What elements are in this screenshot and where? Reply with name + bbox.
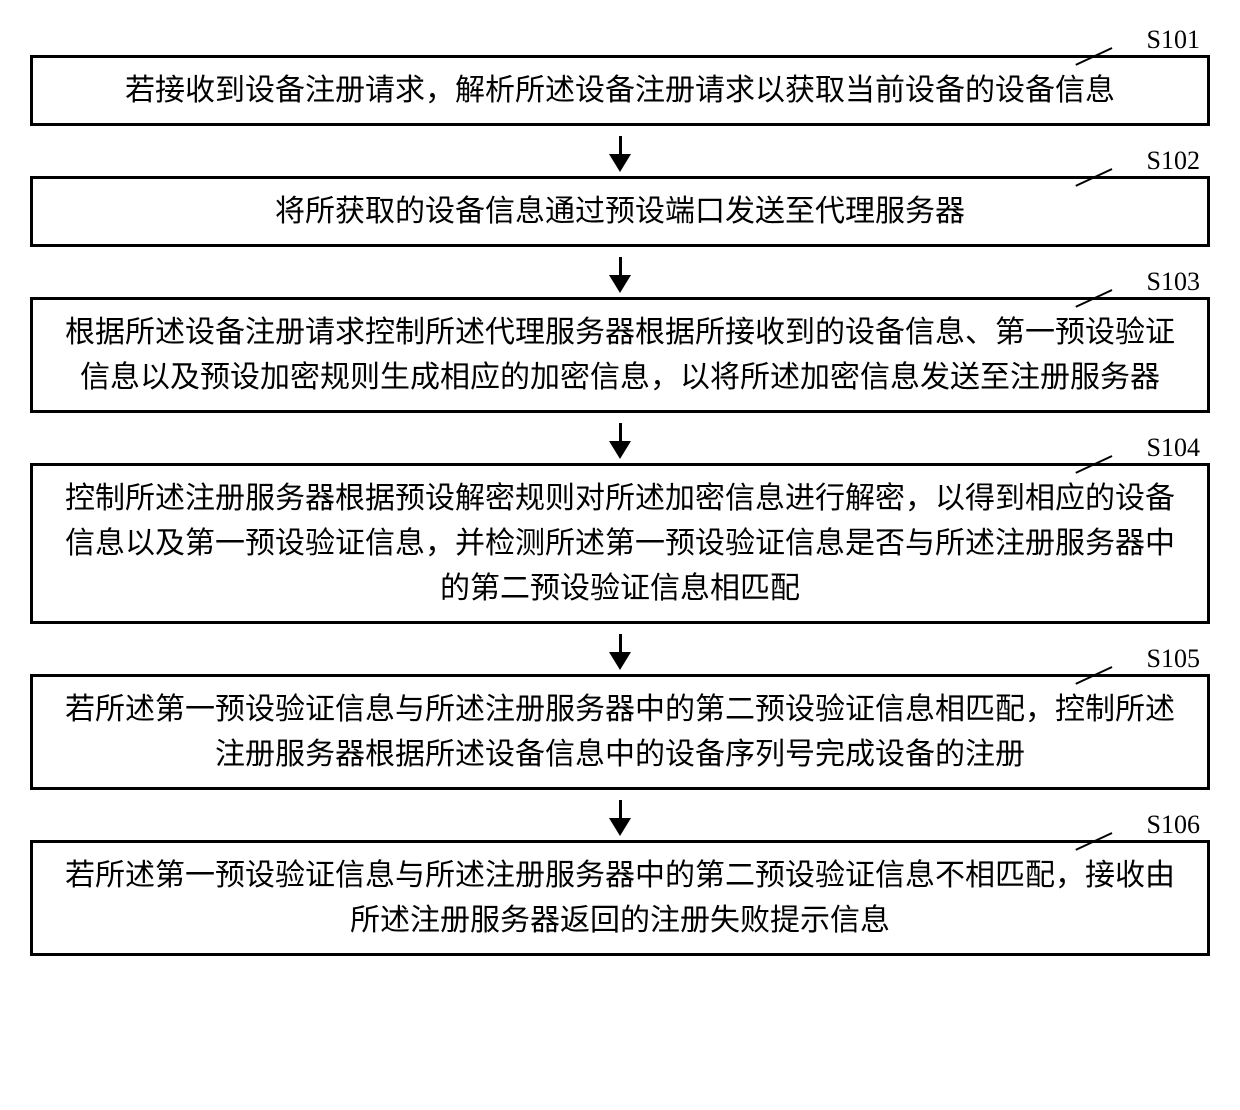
step-label: S104 (1147, 433, 1200, 463)
step-label: S103 (1147, 267, 1200, 297)
flow-step-s102: S102 将所获取的设备信息通过预设端口发送至代理服务器 (30, 176, 1210, 247)
step-box: 将所获取的设备信息通过预设端口发送至代理服务器 (30, 176, 1210, 247)
step-box: 根据所述设备注册请求控制所述代理服务器根据所接收到的设备信息、第一预设验证信息以… (30, 297, 1210, 413)
step-label: S101 (1147, 25, 1200, 55)
step-box: 若接收到设备注册请求，解析所述设备注册请求以获取当前设备的设备信息 (30, 55, 1210, 126)
flow-step-s101: S101 若接收到设备注册请求，解析所述设备注册请求以获取当前设备的设备信息 (30, 55, 1210, 126)
flow-arrow (30, 624, 1210, 674)
step-box: 若所述第一预设验证信息与所述注册服务器中的第二预设验证信息不相匹配，接收由所述注… (30, 840, 1210, 956)
flow-arrow (30, 126, 1210, 176)
flow-step-s105: S105 若所述第一预设验证信息与所述注册服务器中的第二预设验证信息相匹配，控制… (30, 674, 1210, 790)
flow-step-s104: S104 控制所述注册服务器根据预设解密规则对所述加密信息进行解密，以得到相应的… (30, 463, 1210, 624)
flow-arrow (30, 790, 1210, 840)
step-label: S102 (1147, 146, 1200, 176)
step-label: S105 (1147, 644, 1200, 674)
step-box: 若所述第一预设验证信息与所述注册服务器中的第二预设验证信息相匹配，控制所述注册服… (30, 674, 1210, 790)
flow-step-s106: S106 若所述第一预设验证信息与所述注册服务器中的第二预设验证信息不相匹配，接… (30, 840, 1210, 956)
flowchart-container: S101 若接收到设备注册请求，解析所述设备注册请求以获取当前设备的设备信息 S… (30, 20, 1210, 956)
flow-arrow (30, 413, 1210, 463)
flow-step-s103: S103 根据所述设备注册请求控制所述代理服务器根据所接收到的设备信息、第一预设… (30, 297, 1210, 413)
flow-arrow (30, 247, 1210, 297)
step-box: 控制所述注册服务器根据预设解密规则对所述加密信息进行解密，以得到相应的设备信息以… (30, 463, 1210, 624)
step-label: S106 (1147, 810, 1200, 840)
